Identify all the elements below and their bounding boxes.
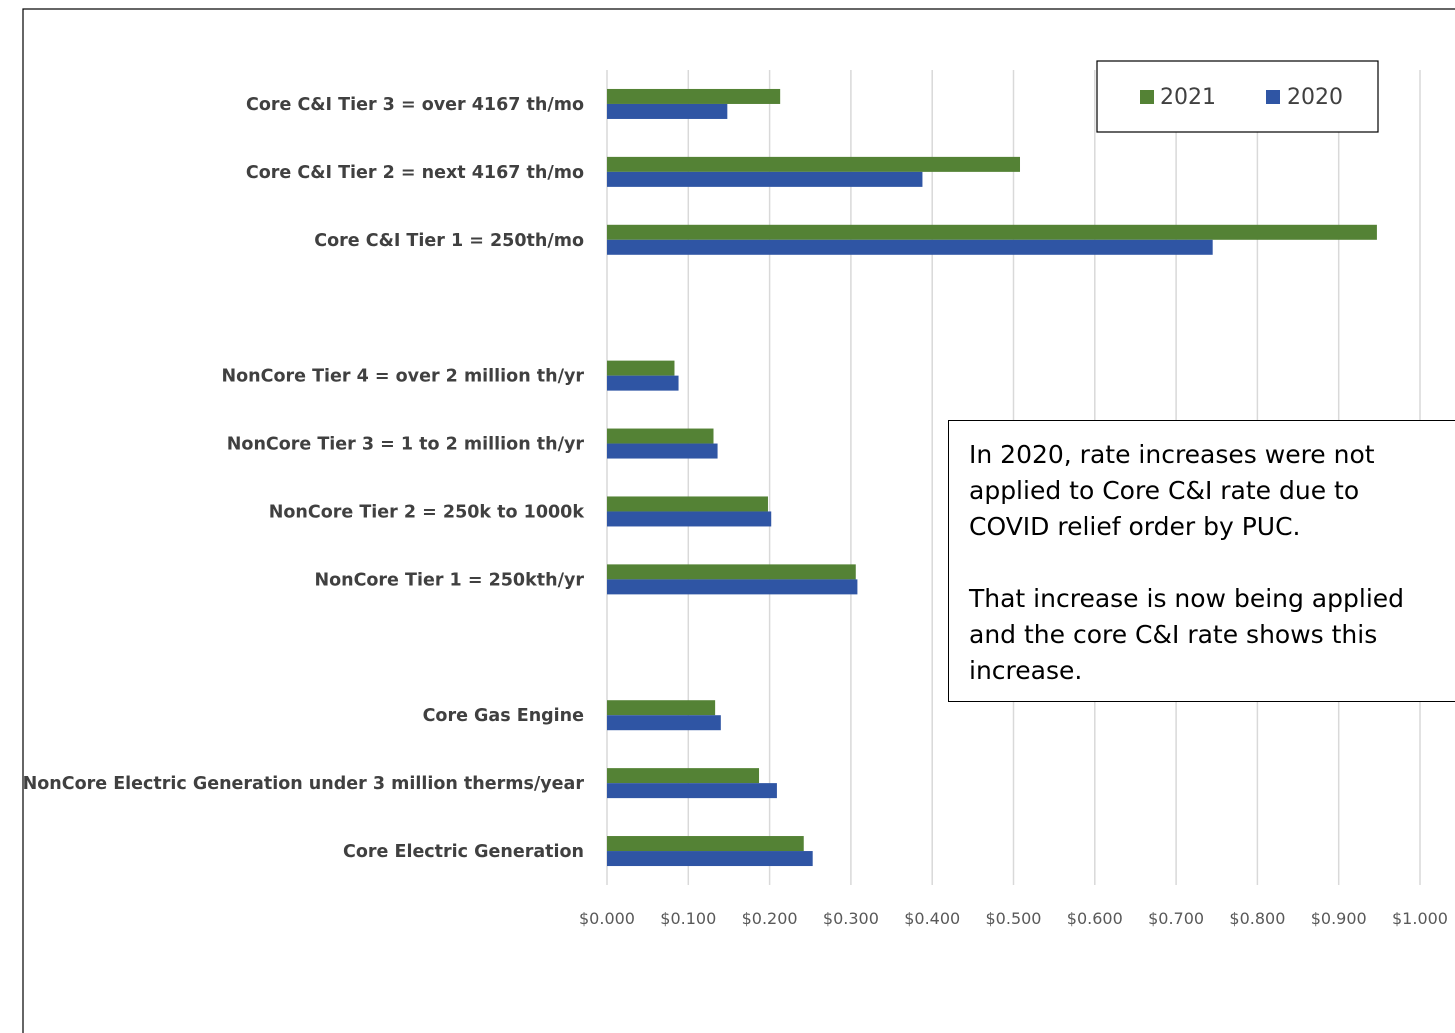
bar-2020	[607, 103, 728, 119]
bar-2020	[607, 851, 813, 867]
legend-swatch-2020	[1266, 90, 1280, 104]
bar-2020	[607, 715, 721, 731]
bar-2021	[607, 224, 1377, 240]
x-axis-tick-labels: $0.000 $0.100 $0.200 $0.300 $0.400 $0.500 $0.6…	[579, 909, 1448, 928]
bar-2021	[607, 768, 760, 784]
bar-2021	[607, 700, 716, 716]
bar-2021	[607, 836, 804, 852]
annotation-box: In 2020, rate increases were not applied…	[948, 420, 1455, 702]
annotation-line: In 2020, rate increases were not	[969, 440, 1375, 469]
x-tick-label: $0.200	[742, 909, 798, 928]
x-tick-label: $0.500	[986, 909, 1042, 928]
category-label: Core C&I Tier 2 = next 4167 th/mo	[246, 163, 584, 183]
annotation-line: and the core C&I rate shows this	[969, 620, 1378, 649]
bar-2020	[607, 239, 1213, 255]
x-tick-label: $1.000	[1392, 909, 1448, 928]
category-labels: Core C&I Tier 3 = over 4167 th/mo Core C&…	[23, 95, 585, 862]
category-label: NonCore Tier 4 = over 2 million th/yr	[222, 367, 585, 387]
x-tick-label: $0.800	[1229, 909, 1285, 928]
chart-border	[22, 8, 1455, 1033]
bar-2021	[607, 360, 675, 376]
category-label: NonCore Tier 2 = 250k to 1000k	[269, 502, 585, 522]
category-label: NonCore Electric Generation under 3 mill…	[23, 774, 585, 794]
x-tick-label: $0.900	[1311, 909, 1367, 928]
category-label: Core Electric Generation	[343, 842, 584, 862]
x-tick-label: $0.700	[1148, 909, 1204, 928]
bar-2020	[607, 171, 923, 187]
x-tick-label: $0.300	[823, 909, 879, 928]
bar-2021	[607, 496, 768, 512]
x-tick-label: $0.000	[579, 909, 635, 928]
bar-2021	[607, 428, 714, 444]
annotation-line: COVID relief order by PUC.	[969, 512, 1301, 541]
legend-label-2021: 2021	[1160, 85, 1216, 110]
bar-2021	[607, 156, 1021, 172]
x-tick-label: $0.600	[1067, 909, 1123, 928]
bars	[607, 88, 1377, 867]
bar-2020	[607, 375, 679, 391]
annotation-line	[969, 545, 1455, 581]
annotation-line: That increase is now being applied	[969, 584, 1405, 613]
legend: 2021 2020	[1096, 60, 1379, 133]
bar-2021	[607, 564, 856, 580]
legend-label-2020: 2020	[1287, 85, 1343, 110]
category-label: Core C&I Tier 3 = over 4167 th/mo	[246, 95, 584, 115]
category-label: Core C&I Tier 1 = 250th/mo	[314, 231, 584, 251]
bar-2020	[607, 443, 718, 459]
category-label: Core Gas Engine	[423, 706, 585, 726]
bar-2020	[607, 579, 858, 595]
annotation-line: increase.	[969, 656, 1083, 685]
category-label: NonCore Tier 1 = 250kth/yr	[314, 570, 584, 590]
category-label: NonCore Tier 3 = 1 to 2 million th/yr	[227, 435, 585, 455]
bar-2021	[607, 88, 781, 104]
bar-2020	[607, 511, 772, 527]
annotation-line: applied to Core C&I rate due to	[969, 476, 1360, 505]
bar-2020	[607, 783, 777, 799]
x-tick-label: $0.100	[660, 909, 716, 928]
x-tick-label: $0.400	[904, 909, 960, 928]
legend-swatch-2021	[1140, 90, 1154, 104]
